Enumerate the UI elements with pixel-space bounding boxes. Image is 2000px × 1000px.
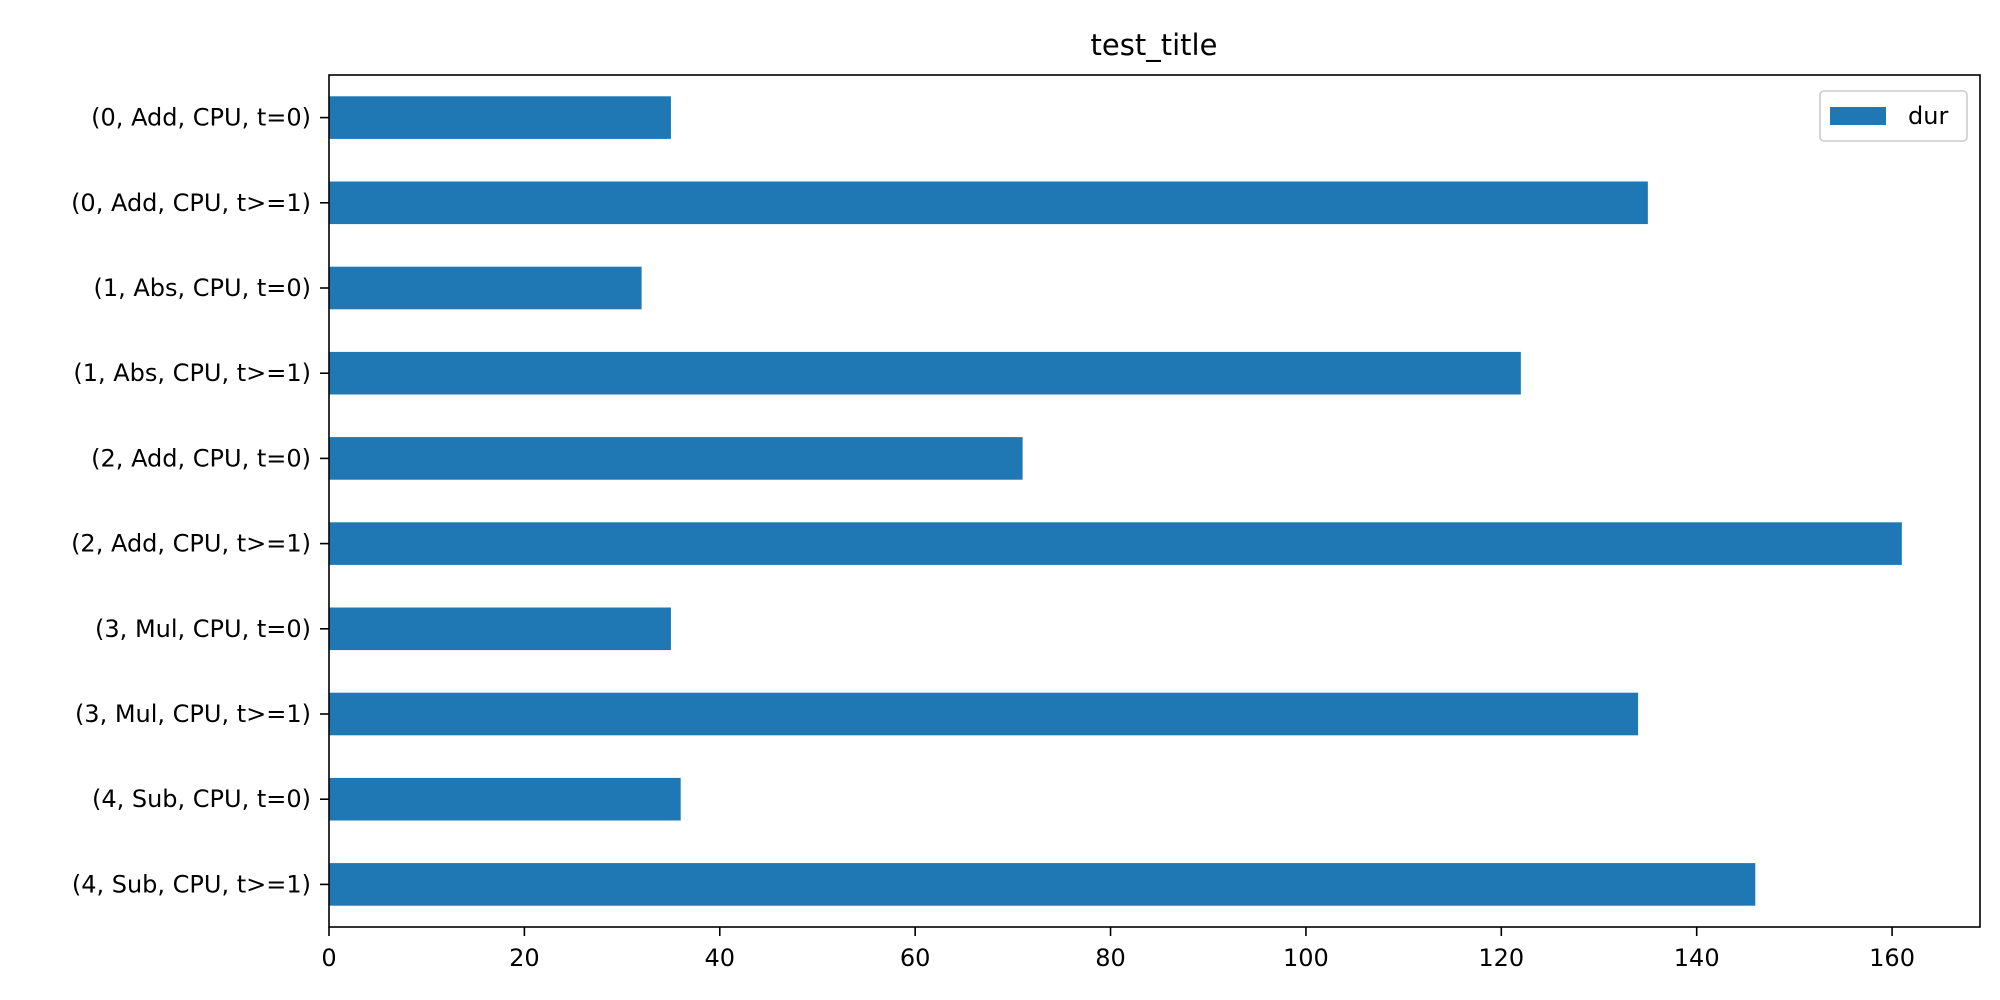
legend-swatch — [1830, 107, 1886, 125]
bar — [329, 266, 642, 310]
y-tick-label: (3, Mul, CPU, t>=1) — [75, 700, 311, 728]
x-tick-label: 100 — [1283, 944, 1329, 972]
bar — [329, 351, 1521, 395]
chart-title: test_title — [1091, 28, 1218, 62]
axes-layer: (0, Add, CPU, t=0) (0, Add, CPU, t>=1) (1,… — [71, 74, 1981, 972]
plot-frame — [328, 74, 1981, 928]
legend-label: dur — [1908, 102, 1948, 130]
y-tick-label: (1, Abs, CPU, t=0) — [93, 274, 311, 302]
y-tick-label: (1, Abs, CPU, t>=1) — [73, 359, 311, 387]
y-tick-label: (0, Add, CPU, t=0) — [91, 104, 311, 132]
x-tick-label: 140 — [1674, 944, 1720, 972]
bar — [329, 863, 1756, 906]
bar — [329, 181, 1648, 225]
y-tick-label: (2, Add, CPU, t>=1) — [71, 530, 311, 558]
x-tick-label: 40 — [704, 944, 735, 972]
x-tick-label: 20 — [509, 944, 540, 972]
bar — [329, 522, 1902, 565]
bar — [329, 96, 671, 139]
y-tick-label: (0, Add, CPU, t>=1) — [71, 189, 311, 217]
bar — [329, 777, 681, 821]
x-tick-label: 0 — [321, 944, 336, 972]
bar — [329, 607, 671, 651]
y-tick-label: (4, Sub, CPU, t=0) — [92, 785, 311, 813]
y-tick-label: (4, Sub, CPU, t>=1) — [72, 870, 311, 898]
bar — [329, 692, 1639, 736]
bar — [329, 437, 1023, 480]
x-tick-label: 160 — [1869, 944, 1915, 972]
legend: dur — [1819, 90, 1968, 142]
y-tick-label: (2, Add, CPU, t=0) — [91, 444, 311, 472]
legend-box — [1819, 90, 1968, 142]
x-tick-label: 60 — [900, 944, 931, 972]
x-tick-label: 120 — [1478, 944, 1524, 972]
x-tick-label: 80 — [1095, 944, 1126, 972]
y-tick-label: (3, Mul, CPU, t=0) — [95, 615, 311, 643]
bars-layer — [329, 96, 1902, 906]
